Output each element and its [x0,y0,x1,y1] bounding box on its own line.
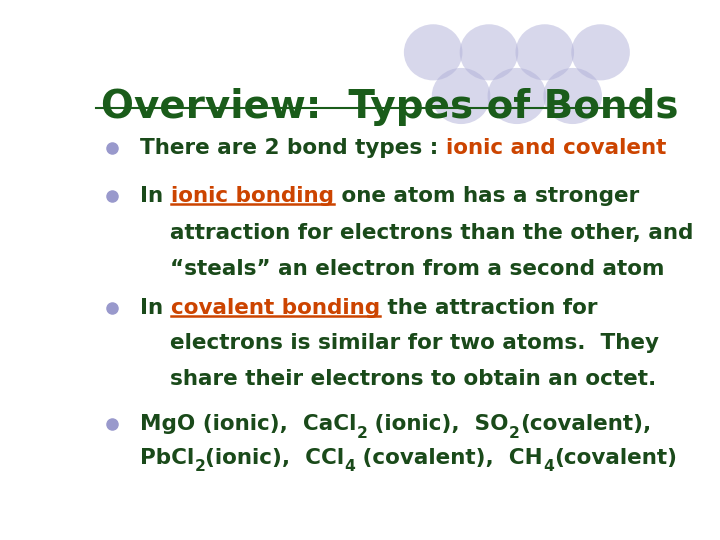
Text: There are 2 bond types :: There are 2 bond types : [140,138,446,158]
Text: In: In [140,298,171,318]
Text: Overview:  Types of Bonds: Overview: Types of Bonds [101,87,679,126]
Ellipse shape [487,68,546,124]
Text: 2: 2 [356,426,367,441]
Text: one atom has a stronger: one atom has a stronger [334,186,639,206]
Text: (covalent): (covalent) [554,448,677,468]
Text: ionic bonding: ionic bonding [171,186,334,206]
Text: (ionic),  SO: (ionic), SO [367,415,509,435]
Ellipse shape [432,68,490,124]
Ellipse shape [571,24,630,80]
Text: In: In [140,186,171,206]
Text: “steals” an electron from a second atom: “steals” an electron from a second atom [140,259,665,279]
Text: attraction for electrons than the other, and: attraction for electrons than the other,… [140,223,693,243]
Text: MgO (ionic),  CaCl: MgO (ionic), CaCl [140,415,356,435]
Text: PbCl: PbCl [140,448,194,468]
Text: 2: 2 [194,460,205,474]
Text: ionic and covalent: ionic and covalent [446,138,666,158]
Ellipse shape [544,68,602,124]
Ellipse shape [459,24,518,80]
Text: electrons is similar for two atoms.  They: electrons is similar for two atoms. They [140,333,660,353]
Text: covalent bonding: covalent bonding [171,298,380,318]
Ellipse shape [404,24,462,80]
Text: (ionic),  CCl: (ionic), CCl [205,448,344,468]
Text: 2: 2 [509,426,520,441]
Text: share their electrons to obtain an octet.: share their electrons to obtain an octet… [140,369,657,389]
Text: (covalent),  CH: (covalent), CH [356,448,543,468]
Text: 4: 4 [344,460,356,474]
Text: (covalent),: (covalent), [520,415,651,435]
Ellipse shape [516,24,574,80]
Text: the attraction for: the attraction for [380,298,598,318]
Text: 4: 4 [543,460,554,474]
